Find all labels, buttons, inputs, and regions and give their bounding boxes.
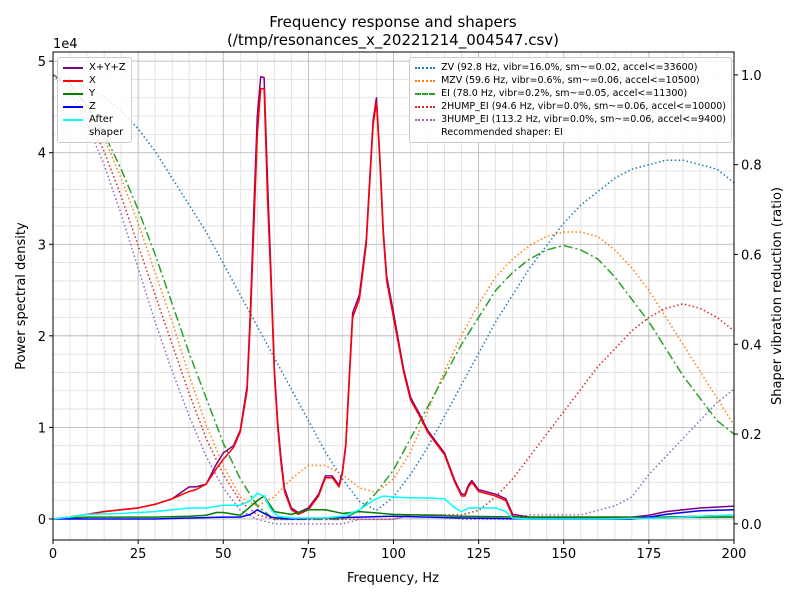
legend-swatch [415,80,436,82]
y-tick-label: 4 [38,147,46,162]
y-tick-label: 2 [38,330,46,345]
legend: X+Y+Z X Y Z After shaper [57,57,132,143]
legend-label: 2HUMP_EI (94.6 Hz, vibr=0.0%, sm~=0.06, … [441,101,726,112]
legend-entry: Recommended shaper: EI [415,126,726,139]
series-line [52,495,734,520]
x-tick-label: 150 [551,547,576,562]
series-line [52,74,735,521]
series-line [52,74,735,507]
x-tick-label: 0 [49,547,57,562]
x-axis-label: Frequency, Hz [347,571,439,586]
legend-entry: Y [63,87,126,100]
legend-swatch [415,106,436,108]
y-axis-label: Power spectral density [14,222,29,370]
legend: ZV (92.8 Hz, vibr=16.0%, sm~=0.02, accel… [409,57,732,143]
legend-entry: After shaper [63,113,126,139]
chart-title: Frequency response and shapers [269,13,517,31]
legend-swatch [415,93,436,95]
y2-axis-label: Shaper vibration reduction (ratio) [770,187,785,405]
legend-swatch [415,119,436,121]
legend-swatch [415,67,436,69]
legend-label: After shaper [89,114,124,138]
legend-label: X+Y+Z [89,62,126,73]
y-offset-label: 1e4 [53,37,78,52]
legend-label: X [89,75,96,86]
legend-swatch [63,67,83,69]
legend-entry: MZV (59.6 Hz, vibr=0.6%, sm~=0.06, accel… [415,74,726,87]
legend-swatch [63,80,83,82]
series-line [52,492,735,520]
legend-swatch [63,93,83,95]
series-line [52,74,735,521]
x-tick-label: 200 [722,547,747,562]
y-tick-label: 0 [38,513,46,528]
y2-tick-label: 0.6 [741,248,762,263]
legend-swatch [63,106,83,108]
series-line [52,87,735,520]
y2-tick-label: 0.2 [741,428,762,443]
legend-label: EI (78.0 Hz, vibr=0.2%, sm~=0.05, accel<… [441,88,688,99]
y2-tick-label: 0.0 [741,518,762,533]
legend-entry: Z [63,100,126,113]
legend-label: Z [89,101,96,112]
plot-frame [52,51,735,541]
chart-subtitle: (/tmp/resonances_x_20221214_004547.csv) [227,31,559,50]
legend-label: 3HUMP_EI (113.2 Hz, vibr=0.0%, sm~=0.06,… [441,114,726,125]
x-tick-label: 125 [466,547,491,562]
legend-entry: X [63,74,126,87]
y2-tick-label: 1.0 [741,69,762,84]
y-tick-label: 5 [38,55,46,70]
legend-entry: ZV (92.8 Hz, vibr=16.0%, sm~=0.02, accel… [415,61,726,74]
legend-entry: 2HUMP_EI (94.6 Hz, vibr=0.0%, sm~=0.06, … [415,100,726,113]
y2-tick-label: 0.4 [741,338,762,353]
legend-swatch [63,119,83,121]
legend-entry: EI (78.0 Hz, vibr=0.2%, sm~=0.05, accel<… [415,87,726,100]
x-tick-label: 100 [381,547,406,562]
y2-tick-label: 0.8 [741,159,762,174]
x-tick-label: 50 [215,547,232,562]
legend-label: MZV (59.6 Hz, vibr=0.6%, sm~=0.06, accel… [441,75,700,86]
y-tick-label: 1 [38,421,46,436]
series-line [52,74,735,525]
x-tick-label: 25 [130,547,147,562]
legend-label: ZV (92.8 Hz, vibr=16.0%, sm~=0.02, accel… [441,62,698,73]
legend-note: Recommended shaper: EI [441,127,563,138]
x-tick-label: 175 [636,547,661,562]
legend-entry: X+Y+Z [63,61,126,74]
x-tick-label: 75 [300,547,317,562]
legend-label: Y [89,88,96,99]
legend-entry: 3HUMP_EI (113.2 Hz, vibr=0.0%, sm~=0.06,… [415,113,726,126]
y-tick-label: 3 [38,238,46,253]
